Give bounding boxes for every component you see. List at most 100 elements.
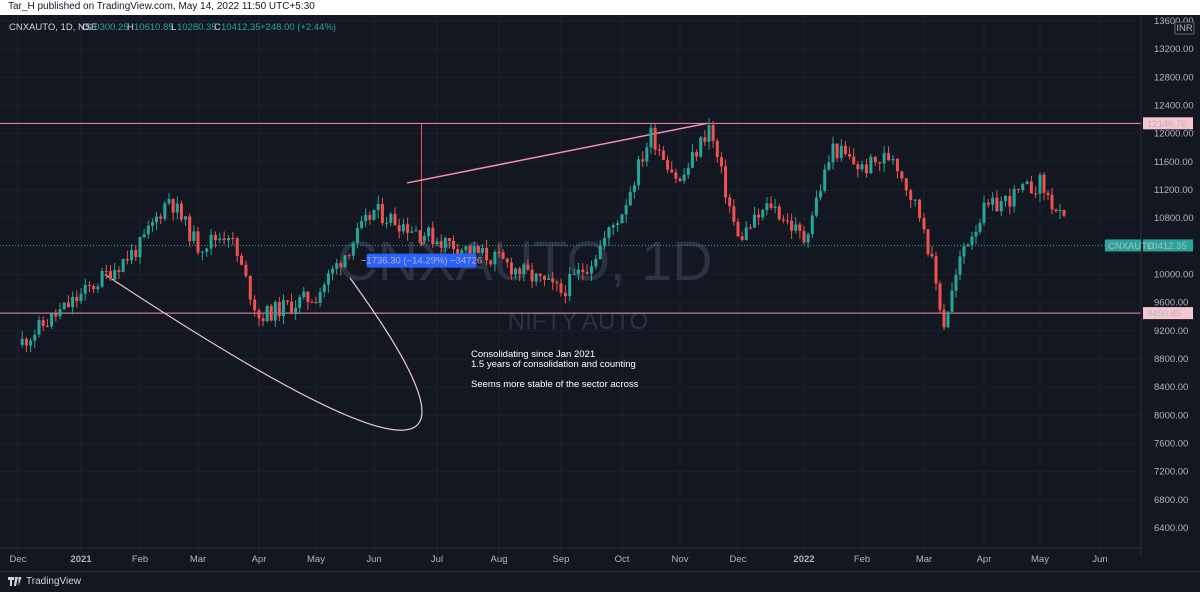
candle-body xyxy=(376,203,380,210)
candle-body xyxy=(827,162,831,170)
candle-body xyxy=(869,156,873,174)
measure-label: −1736.30 (−14.29%) −34726 xyxy=(361,256,482,267)
candle-body xyxy=(790,220,794,231)
candle-body xyxy=(891,158,895,161)
candle-body xyxy=(670,169,674,173)
candle-body xyxy=(50,313,54,327)
candle-body xyxy=(568,273,572,297)
candle-body xyxy=(661,150,665,160)
candle-body xyxy=(802,230,806,243)
price-label-box xyxy=(1143,239,1193,252)
candle-body xyxy=(138,237,142,258)
legend-low-label: L xyxy=(171,22,176,33)
price-tick-label: 13600.00 xyxy=(1154,16,1194,27)
candle-body xyxy=(882,153,886,164)
candle-body xyxy=(641,159,645,162)
candle-body xyxy=(904,178,908,191)
candle-body xyxy=(231,238,235,240)
candle-body xyxy=(950,290,954,312)
candle-body xyxy=(860,164,864,170)
candle-body xyxy=(134,250,138,258)
candle-body xyxy=(938,283,942,310)
time-tick-label: Feb xyxy=(854,554,870,565)
candle-body xyxy=(257,310,261,319)
candle-body xyxy=(1016,188,1020,190)
candle-body xyxy=(934,256,938,284)
candle-body xyxy=(690,151,694,168)
footer-bar: TradingView xyxy=(0,571,1200,592)
candle-body xyxy=(58,309,62,317)
candle-body xyxy=(958,256,962,275)
legend-symbol: CNXAUTO, 1D, NSE xyxy=(9,22,98,33)
price-axis-ticks: 13600.00 13200.00 12800.00 12400.00 12000.00… xyxy=(1154,16,1194,534)
candle-body xyxy=(489,260,493,265)
candle-body xyxy=(769,203,773,208)
time-tick-label: Jun xyxy=(1092,554,1107,565)
candle-body xyxy=(986,202,990,205)
price-tick-label: 6800.00 xyxy=(1154,495,1188,506)
candle-body xyxy=(909,190,913,201)
candle-body xyxy=(184,216,188,220)
candle-body xyxy=(1046,192,1050,195)
price-chart[interactable]: CNXAUTO, 1D NIFTY AUTO −1736.30 (−14.29%… xyxy=(0,15,1200,571)
price-axis[interactable] xyxy=(1141,15,1200,556)
candle-body xyxy=(422,236,426,241)
candle-body xyxy=(620,214,624,224)
candle-body xyxy=(397,225,401,232)
candle-body xyxy=(686,167,690,175)
candle-body xyxy=(277,302,281,317)
currency-badge-label: INR xyxy=(1176,23,1193,34)
candle-body xyxy=(1012,188,1016,207)
price-tick-label: 12400.00 xyxy=(1154,100,1194,111)
legend-close-value: 10412.35 xyxy=(221,22,261,33)
candle-body xyxy=(632,185,636,192)
candle-body xyxy=(41,320,45,327)
candle-body xyxy=(29,340,33,346)
candle-body xyxy=(167,199,171,204)
candle-body xyxy=(551,278,555,283)
candle-body xyxy=(576,269,580,274)
candle-body xyxy=(974,231,978,237)
candle-body xyxy=(213,234,217,241)
candle-body xyxy=(468,246,472,254)
candle-body xyxy=(547,278,551,280)
candle-body xyxy=(121,258,125,272)
candle-body xyxy=(364,214,368,222)
candle-body xyxy=(699,137,703,157)
candle-body xyxy=(1021,183,1025,190)
candle-body xyxy=(286,300,289,302)
price-label-box xyxy=(1143,307,1193,320)
candle-body xyxy=(732,206,736,222)
candle-body xyxy=(179,203,183,220)
candle-body xyxy=(930,253,934,257)
price-tick-label: 9200.00 xyxy=(1154,326,1188,337)
legend-low-value: 10280.35 xyxy=(177,22,217,33)
candle-body xyxy=(464,246,468,251)
candle-body xyxy=(66,302,70,308)
candle-body xyxy=(1042,174,1046,193)
candle-body xyxy=(33,334,37,341)
measure-arrow-head xyxy=(418,240,425,247)
tradingview-brand[interactable]: TradingView xyxy=(8,576,81,587)
time-tick-label: Jul xyxy=(431,554,443,565)
currency-badge[interactable] xyxy=(1174,21,1195,35)
watermark-name: NIFTY AUTO xyxy=(508,308,648,335)
candle-body xyxy=(518,268,522,274)
candle-body xyxy=(1054,209,1058,211)
candle-body xyxy=(401,224,405,232)
candle-body xyxy=(590,266,593,274)
price-tick-label: 12800.00 xyxy=(1154,72,1194,83)
price-tick-label: 8400.00 xyxy=(1154,382,1188,393)
candle-body xyxy=(563,292,567,297)
candle-body xyxy=(522,264,526,274)
candle-body xyxy=(645,147,649,162)
candle-body xyxy=(227,238,230,241)
candle-body xyxy=(926,229,930,254)
time-tick-label: Apr xyxy=(252,554,267,565)
candle-body xyxy=(79,293,83,302)
candle-body xyxy=(603,237,607,246)
candle-body xyxy=(71,297,75,308)
trendline xyxy=(406,122,708,184)
candle-body xyxy=(715,140,719,158)
